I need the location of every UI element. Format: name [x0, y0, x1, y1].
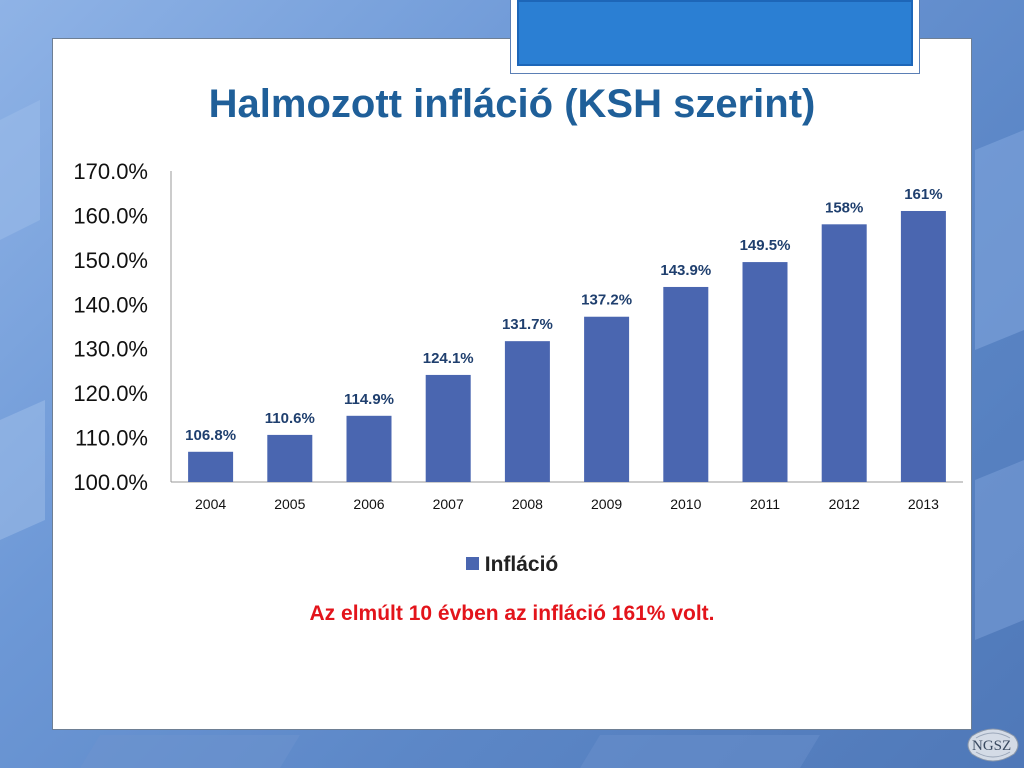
data-label-2011: 149.5% [740, 237, 791, 254]
y-tick-label: 120.0% [73, 381, 148, 406]
data-label-2005: 110.6% [265, 410, 315, 427]
legend: Infláció [0, 553, 1024, 577]
ngsz-logo [967, 728, 1019, 762]
x-tick-label-2010: 2010 [670, 496, 701, 512]
data-label-2008: 131.7% [502, 316, 553, 333]
x-tick-label-2009: 2009 [591, 496, 622, 512]
y-tick-label: 150.0% [73, 248, 148, 273]
x-tick-label-2013: 2013 [908, 496, 939, 512]
legend-swatch [465, 556, 479, 570]
bar-2005 [267, 434, 313, 482]
x-tick-label-2011: 2011 [750, 496, 780, 512]
logo-text: NGSZ [972, 738, 1012, 754]
x-tick-label-2005: 2005 [274, 496, 305, 512]
chart-title: Halmozott infláció (KSH szerint) [208, 82, 816, 126]
legend-label: Infláció [484, 553, 559, 576]
y-tick-label: 160.0% [73, 203, 148, 228]
data-label-2012: 158% [825, 199, 863, 216]
x-tick-label-2006: 2006 [353, 496, 384, 512]
y-tick-label: 130.0% [73, 337, 148, 362]
data-label-2006: 114.9% [344, 391, 394, 408]
x-tick-label-2012: 2012 [829, 496, 860, 512]
bar-2009 [584, 316, 630, 482]
data-label-2013: 161% [904, 186, 942, 203]
bar-2010 [663, 286, 709, 482]
x-tick-label-2008: 2008 [512, 496, 543, 512]
y-tick-label: 170.0% [73, 159, 148, 184]
y-tick-label: 140.0% [73, 292, 148, 317]
bar-2013 [900, 210, 946, 482]
data-label-2004: 106.8% [185, 427, 236, 444]
data-label-2007: 124.1% [423, 350, 474, 367]
bar-2008 [504, 341, 550, 482]
summary-note: Az elmúlt 10 évben az infláció 161% volt… [309, 602, 715, 625]
y-tick-label: 110.0% [75, 426, 148, 451]
bar-2007 [425, 374, 471, 482]
header-tab-fill [517, 0, 913, 66]
data-label-2009: 137.2% [581, 292, 632, 309]
y-tick-label: 100.0% [73, 470, 148, 495]
x-tick-label-2007: 2007 [433, 496, 464, 512]
data-label-2010: 143.9% [660, 262, 711, 279]
bar-2004 [188, 451, 234, 482]
bar-2011 [742, 262, 788, 482]
x-tick-label-2004: 2004 [195, 496, 226, 512]
bar-2006 [346, 415, 392, 482]
bar-2012 [821, 224, 867, 483]
